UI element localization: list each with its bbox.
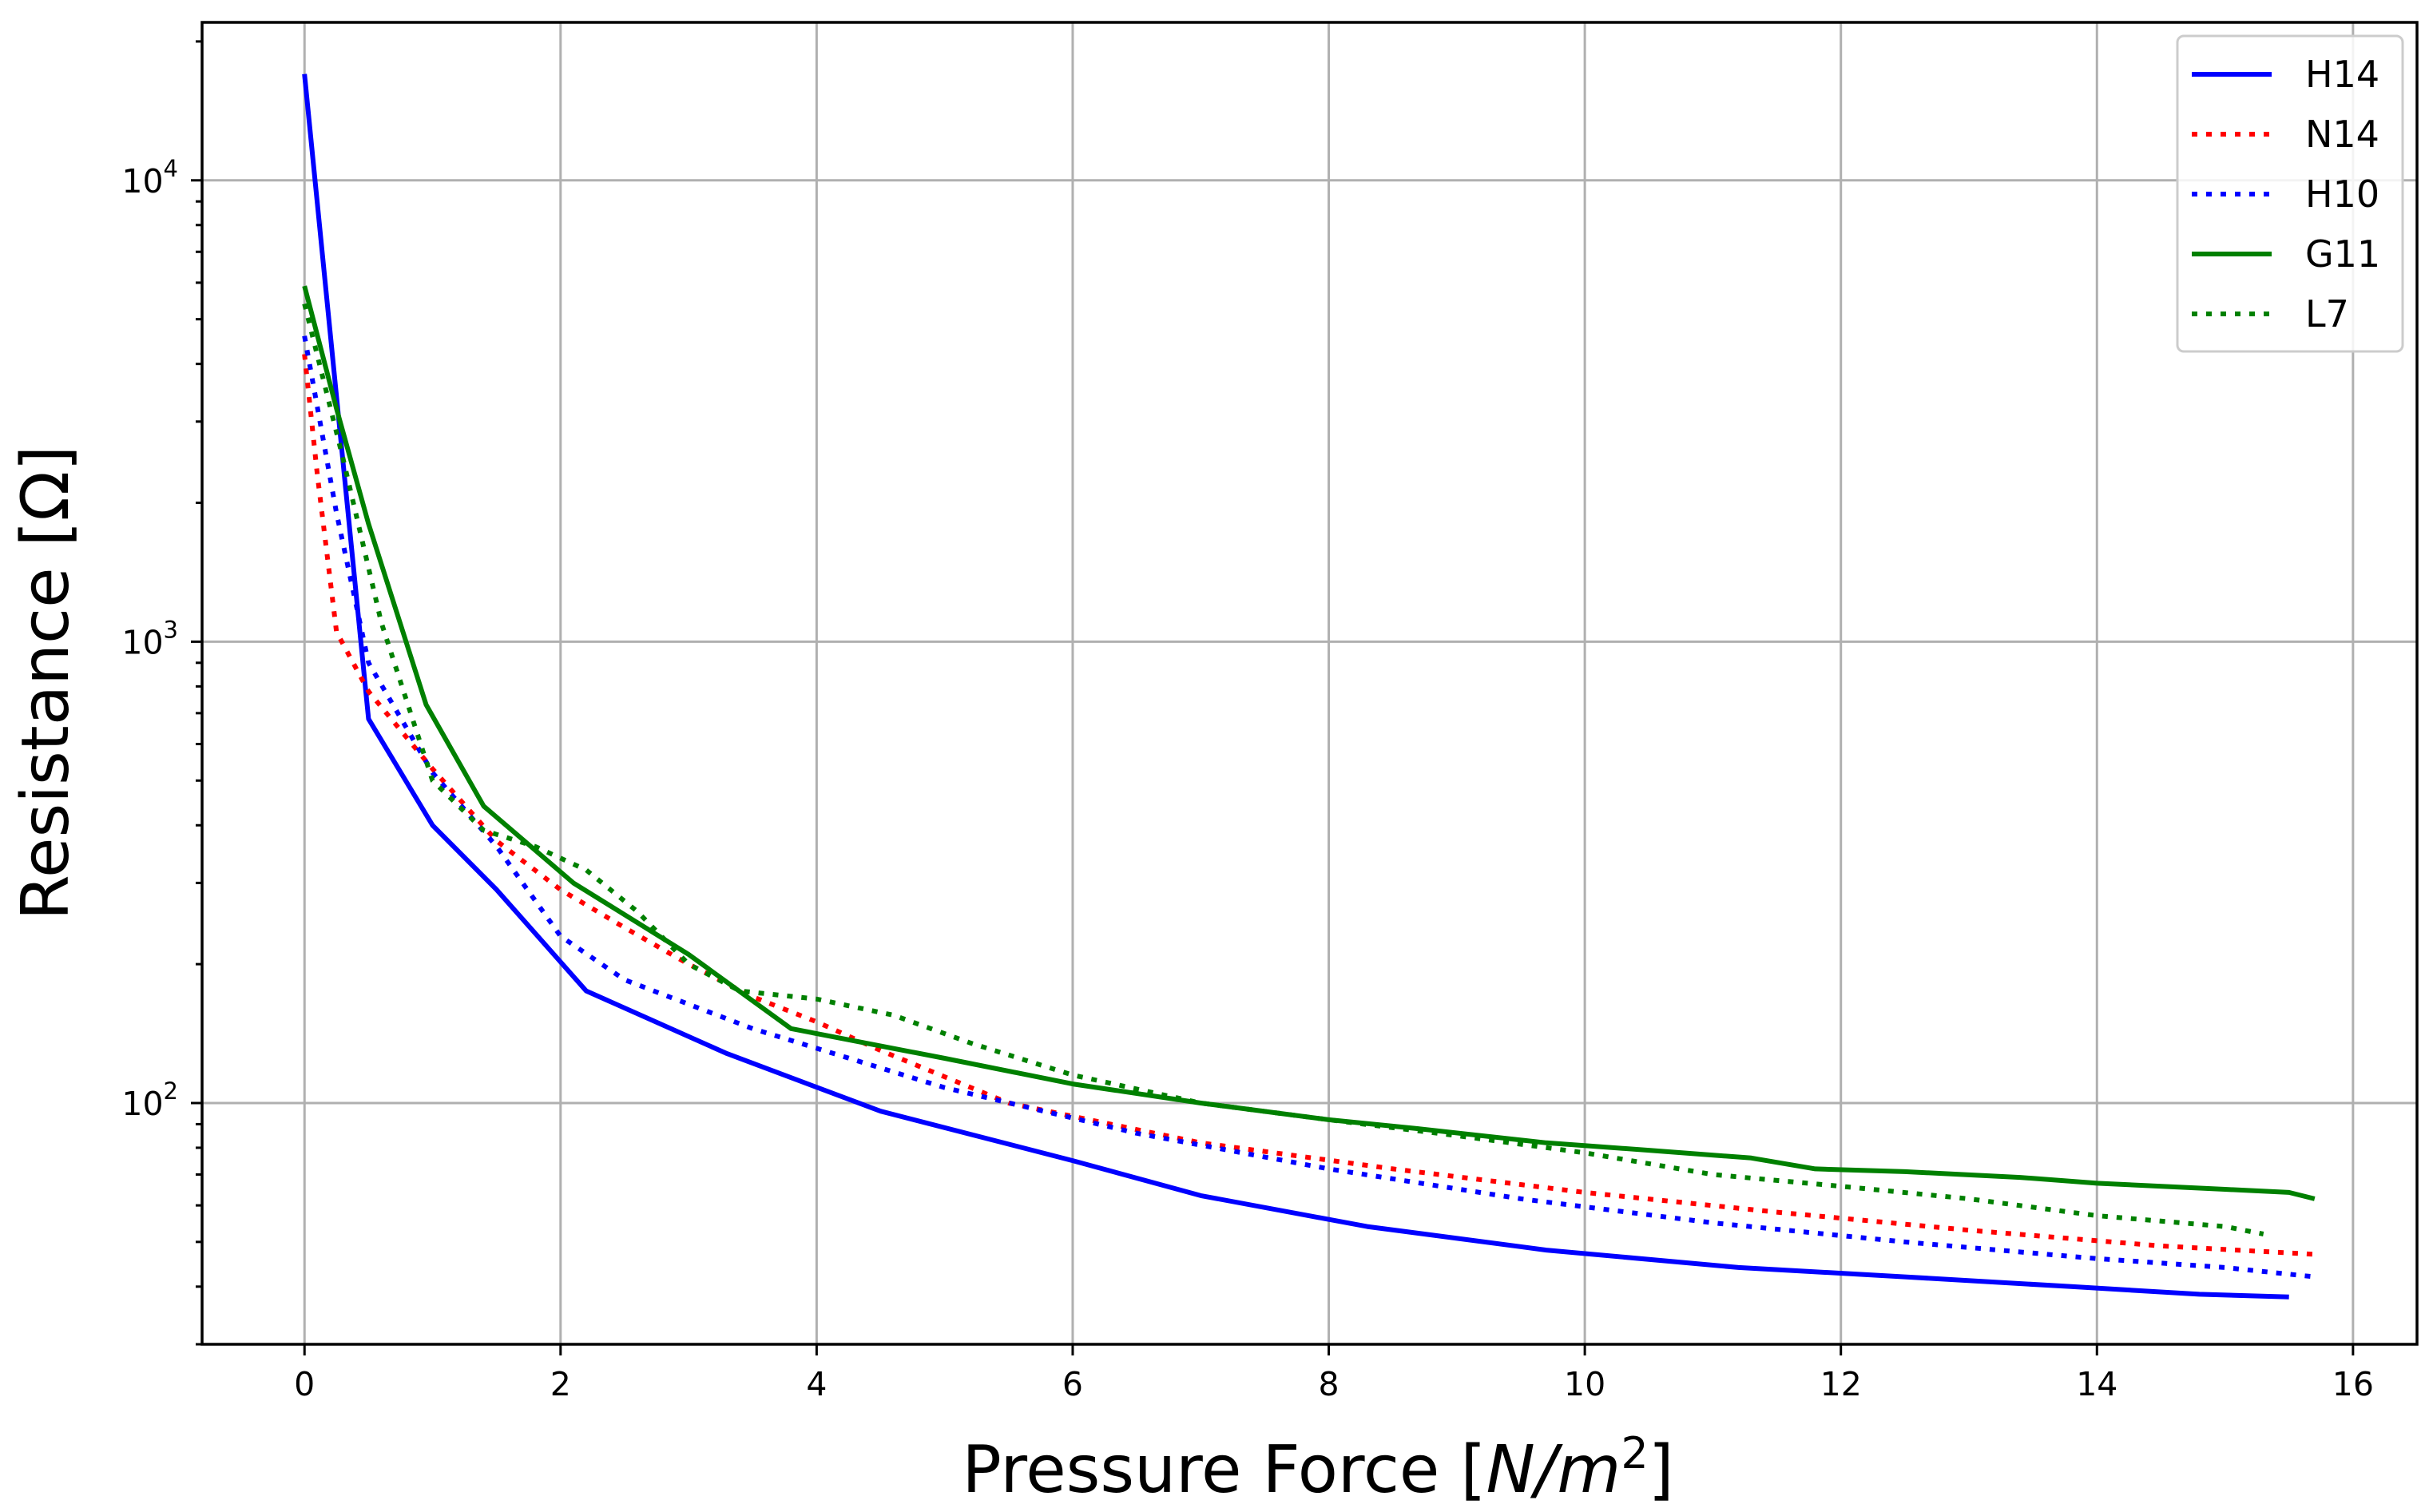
- series-line-h10: [302, 335, 2316, 1280]
- x-tick-label: 8: [1318, 1365, 1339, 1403]
- series-line-h14: [302, 73, 2289, 1300]
- legend-box: [2176, 34, 2404, 353]
- series-line-n14: [302, 354, 2315, 1257]
- y-tick-label: 102: [121, 1077, 178, 1123]
- x-tick-label: 4: [806, 1365, 827, 1403]
- x-tick-label: 16: [2332, 1365, 2374, 1403]
- grid-layer: [202, 22, 2417, 1344]
- x-tick-label: 12: [1820, 1365, 1862, 1403]
- series-line-l7: [302, 303, 2264, 1236]
- x-tick-label: 0: [294, 1365, 315, 1403]
- y-tick-label: 104: [121, 155, 178, 200]
- legend-label-h10: H10: [2305, 173, 2379, 216]
- tick-layer: 0 2 4 6 8 10 12 14 16 102 103 104: [121, 40, 2374, 1403]
- x-tick-label: 6: [1062, 1365, 1083, 1403]
- x-tick-label: 2: [550, 1365, 571, 1403]
- legend-label-h14: H14: [2305, 53, 2379, 96]
- series-line-g11: [302, 285, 2316, 1201]
- y-tick-label: 103: [121, 616, 178, 661]
- legend-label-n14: N14: [2305, 113, 2379, 156]
- legend: H14 N14 H10 G11 L7: [2176, 34, 2404, 353]
- y-axis-label: Resistance [Ω]: [8, 446, 84, 921]
- series-layer: [302, 73, 2316, 1300]
- legend-label-l7: L7: [2305, 292, 2349, 335]
- x-tick-label: 14: [2076, 1365, 2117, 1403]
- x-tick-label: 10: [1564, 1365, 1605, 1403]
- x-axis-label: Pressure Force [N/m2]: [962, 1428, 1673, 1508]
- plot-frame: [200, 21, 2419, 1346]
- legend-label-g11: G11: [2305, 232, 2380, 276]
